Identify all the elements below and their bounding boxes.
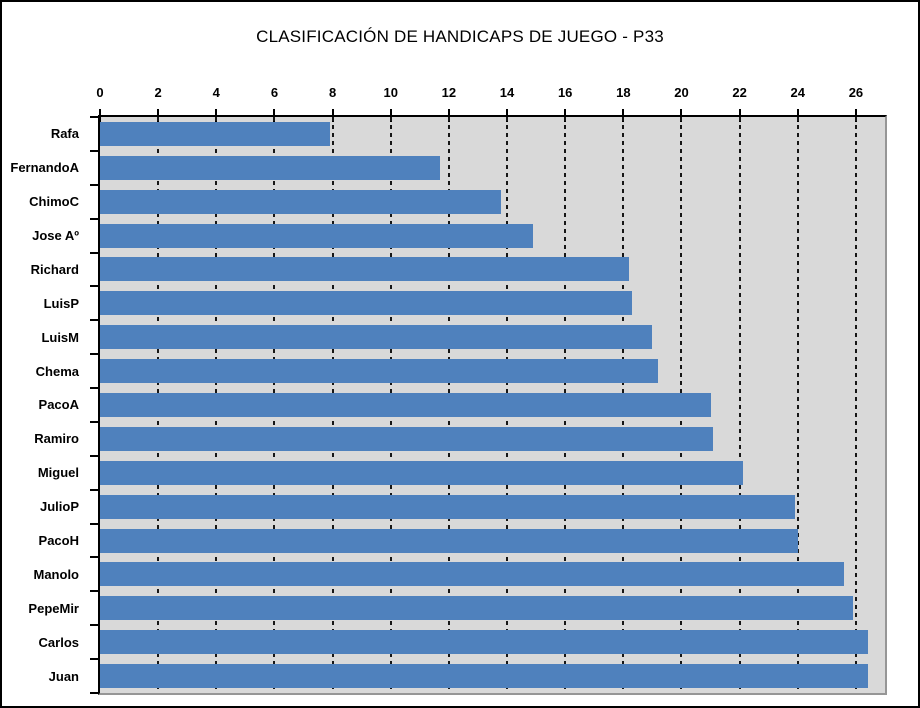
value-axis-label: 12 <box>441 85 457 100</box>
value-axis-label: 2 <box>154 85 162 100</box>
value-axis-label: 6 <box>270 85 279 100</box>
category-label: LuisM <box>41 329 79 345</box>
bar-ramiro <box>100 426 714 451</box>
bar-pacoa <box>100 393 711 417</box>
plot-area <box>98 115 887 695</box>
bar-pepemir <box>100 596 854 621</box>
gridline-26 <box>854 117 857 693</box>
bar-richard <box>100 257 630 282</box>
value-axis-label: 26 <box>848 85 864 100</box>
category-label: PepeMir <box>28 600 79 616</box>
bar-luism <box>100 325 653 350</box>
bar-pacoh <box>100 528 798 553</box>
bar-luisp <box>100 291 633 316</box>
category-label: Juan <box>48 668 79 684</box>
value-axis-label: 20 <box>674 85 689 100</box>
bar-fernandoa <box>100 155 441 180</box>
bar-chimoc <box>100 189 502 214</box>
category-label: LuisP <box>43 295 79 311</box>
bar-manolo <box>100 562 845 587</box>
category-label: ChimoC <box>29 194 79 210</box>
value-axis-label: 0 <box>96 85 104 100</box>
category-label: Carlos <box>38 634 79 650</box>
value-axis-label: 10 <box>383 85 398 100</box>
bar-miguel <box>100 460 743 485</box>
category-label: Richard <box>30 261 79 277</box>
category-label: PacoA <box>38 397 79 413</box>
category-label: Jose Aº <box>32 228 79 244</box>
category-label: Rafa <box>50 126 79 142</box>
gridline-22 <box>738 117 741 693</box>
bar-chema <box>100 359 659 384</box>
bar-carlos <box>100 630 868 655</box>
category-label: Chema <box>35 363 79 379</box>
category-label: Ramiro <box>34 431 79 447</box>
value-axis-label: 22 <box>732 85 747 100</box>
value-axis-label: 16 <box>557 85 573 100</box>
category-label: JulioP <box>39 499 79 515</box>
bar-jose-a- <box>100 223 534 248</box>
bar-rafa <box>100 121 330 146</box>
gridline-24 <box>796 117 799 693</box>
category-label: PacoH <box>38 533 79 549</box>
bar-juliop <box>100 494 795 519</box>
value-axis-label: 24 <box>790 85 805 100</box>
bar-juan <box>100 664 868 689</box>
value-axis-label: 4 <box>212 85 220 100</box>
value-axis-label: 8 <box>328 85 337 100</box>
category-label: FernandoA <box>10 160 79 176</box>
chart-title: CLASIFICACIÓN DE HANDICAPS DE JUEGO - P3… <box>256 27 664 46</box>
category-label: Manolo <box>33 566 80 582</box>
value-axis-label: 14 <box>499 85 515 100</box>
value-axis-label: 18 <box>616 85 631 100</box>
category-label: Miguel <box>37 465 79 481</box>
